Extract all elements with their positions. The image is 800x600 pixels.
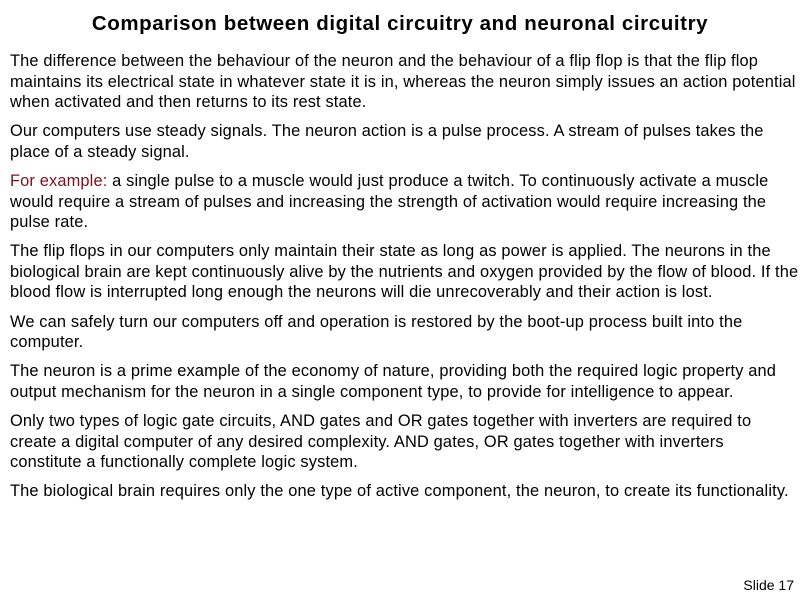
for-example-label: For example: [10,171,108,190]
paragraph-logic-gates: Only two types of logic gate circuits, A… [10,411,752,472]
paragraph-biological-brain: The biological brain requires only the o… [10,482,789,501]
paragraph-power-and-blood: The flip flops in our computers only mai… [10,242,799,302]
paragraph-flip-flop-vs-neuron: The difference between the behaviour of … [10,52,796,112]
paragraph-boot-up: We can safely turn our computers off and… [10,312,743,352]
paragraph-muscle-example: For example: a single pulse to a muscle … [10,171,800,233]
slide-number: Slide 17 [743,577,794,593]
paragraph-steady-signals: Our computers use steady signals. The ne… [10,122,764,161]
paragraph-economy-of-nature: The neuron is a prime example of the eco… [10,362,777,401]
slide-body: The difference between the behaviour of … [10,51,800,510]
slide-title: Comparison between digital circuitry and… [91,12,709,35]
muscle-example-text: a single pulse to a muscle would just pr… [10,171,769,232]
